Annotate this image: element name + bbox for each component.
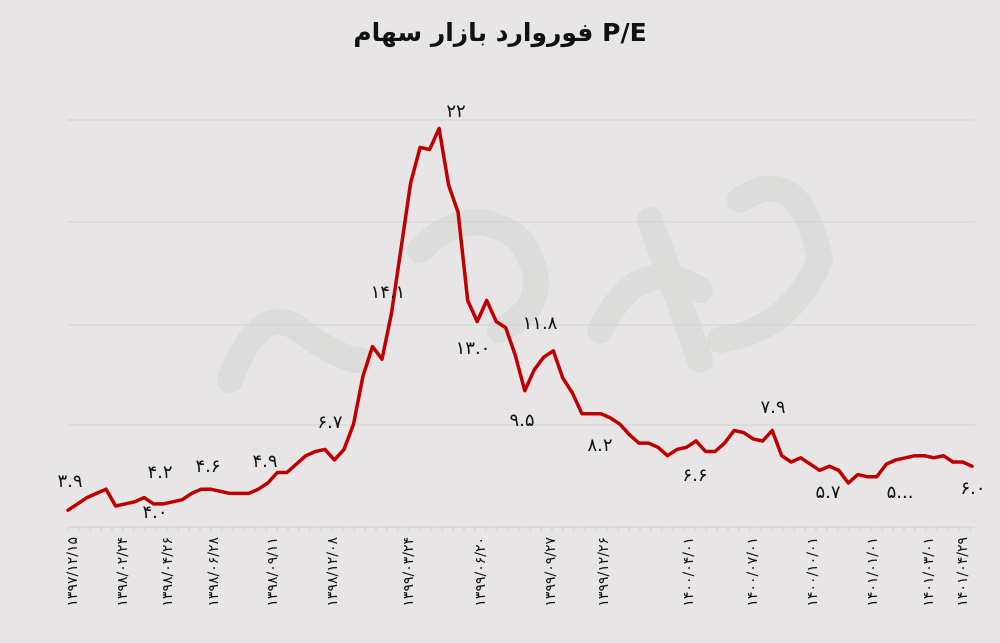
x-tick-label: ۱۴۰۱/۰۴/۲۹ (955, 537, 971, 607)
data-label: ۶.۰ (960, 478, 985, 499)
x-tick-label: ۱۳۹۹/۰۹/۲۷ (543, 537, 559, 607)
x-tick-label: ۱۴۰۰/۰۷/۰۱ (745, 537, 761, 607)
watermark-stroke (707, 175, 834, 353)
data-label: ۱۳.۰ (456, 338, 491, 359)
x-tick-label: ۱۳۹۷/۱۲/۱۵ (65, 537, 81, 607)
x-tick-label: ۱۳۹۹/۰۶/۲۰ (473, 537, 489, 607)
x-tick-label: ۱۴۰۰/۱۰/۰۱ (805, 537, 821, 607)
data-label: ۵.۷ (815, 482, 840, 503)
x-tick-label: ۱۳۹۹/۱۲/۲۶ (596, 537, 612, 607)
x-tick-label: ۱۴۰۰/۰۴/۰۱ (681, 537, 697, 607)
data-label: ۶.۷ (317, 412, 342, 433)
data-label: ۹.۵ (509, 410, 534, 431)
data-label: ۴.۰ (142, 502, 167, 523)
data-label: ۴.۹ (252, 451, 277, 472)
watermark-stroke (407, 209, 549, 343)
watermark-stroke (217, 308, 373, 393)
x-tick-label: ۱۳۹۸/۰۶/۲۸ (206, 537, 222, 607)
x-tick-label: ۱۴۰۱/۰۱/۰۱ (865, 537, 881, 607)
watermark-logo (217, 175, 834, 393)
data-label: ۴.۲ (147, 462, 172, 483)
x-tick-label: ۱۳۹۸/۰۴/۲۶ (160, 537, 176, 607)
chart-title: P/E فوروارد بازار سهام (353, 18, 647, 47)
data-label: ۸.۲ (587, 435, 612, 456)
x-tick-label: ۱۴۰۱/۰۳/۰۱ (921, 537, 937, 607)
x-tick-label: ۱۳۹۸/۰۹/۱۱ (265, 537, 281, 607)
data-label: ۵... (887, 482, 914, 503)
data-label: ۴.۶ (195, 456, 220, 477)
data-label: ۷.۹ (760, 397, 785, 418)
x-tick-label: ۱۳۹۸/۰۲/۲۴ (115, 537, 131, 607)
watermark-stroke (587, 263, 713, 343)
x-tick-label: ۱۳۹۸/۱۲/۰۸ (325, 537, 341, 607)
series-line (66, 126, 974, 512)
data-label: ۱۱.۸ (523, 313, 558, 334)
data-label: ۳.۹ (57, 471, 82, 492)
data-label: ۱۴.۱ (371, 282, 406, 303)
x-tick-label: ۱۳۹۹/۰۳/۲۴ (401, 537, 417, 607)
data-label: ۲۲ (446, 101, 465, 122)
data-label: ۶.۶ (682, 465, 707, 486)
watermark-stroke (637, 207, 713, 373)
